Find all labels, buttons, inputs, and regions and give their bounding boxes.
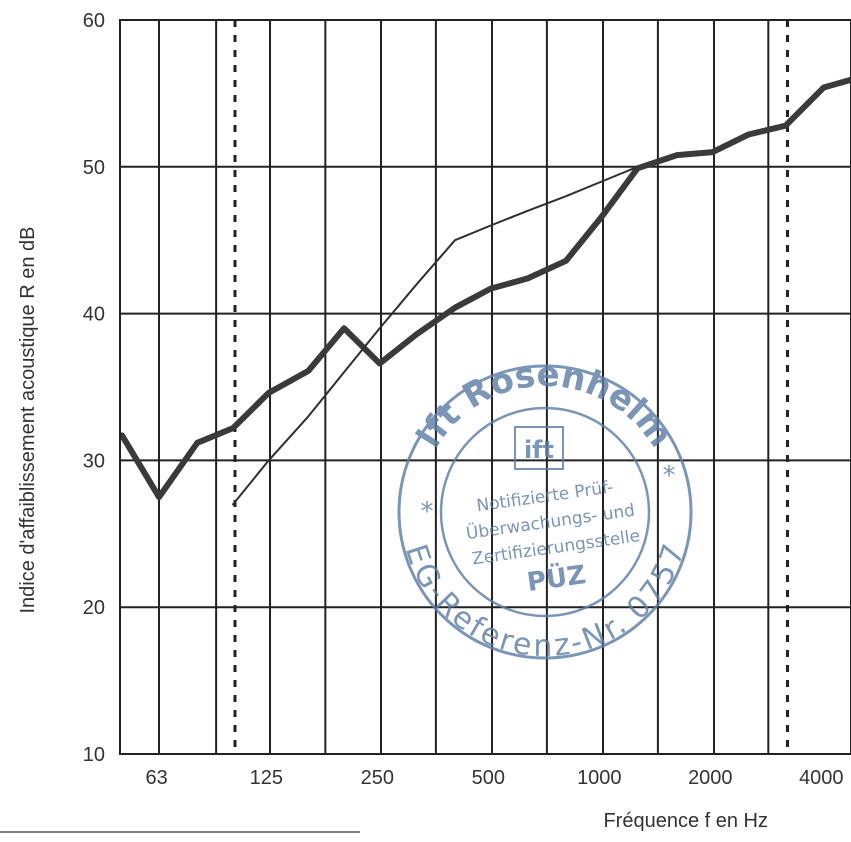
y-tick-label: 10 [83,744,105,766]
y-tick-label: 30 [83,450,105,472]
x-tick-label: 1000 [577,767,622,789]
x-tick-label: 125 [250,767,283,789]
x-tick-label: 500 [472,767,505,789]
y-tick-label: 60 [83,10,105,32]
y-axis-title: Indice d'affaiblissement acoustique R en… [17,226,39,613]
x-tick-label: 250 [361,767,394,789]
stamp-logo: ift [524,436,554,464]
stamp-star-left: * [421,497,434,527]
y-tick-label: 20 [83,597,105,619]
x-tick-label: 4000 [799,767,844,789]
x-tick-label: 63 [145,767,167,789]
y-tick-labels: 10 20 30 40 50 60 [83,10,105,766]
y-tick-label: 40 [83,304,105,326]
stamp-star-right: * [663,461,676,491]
x-tick-labels: 63 125 250 500 1000 2000 4000 [145,767,843,789]
y-tick-label: 50 [83,157,105,179]
x-axis-title: Fréquence f en Hz [603,810,768,832]
x-tick-label: 2000 [688,767,733,789]
